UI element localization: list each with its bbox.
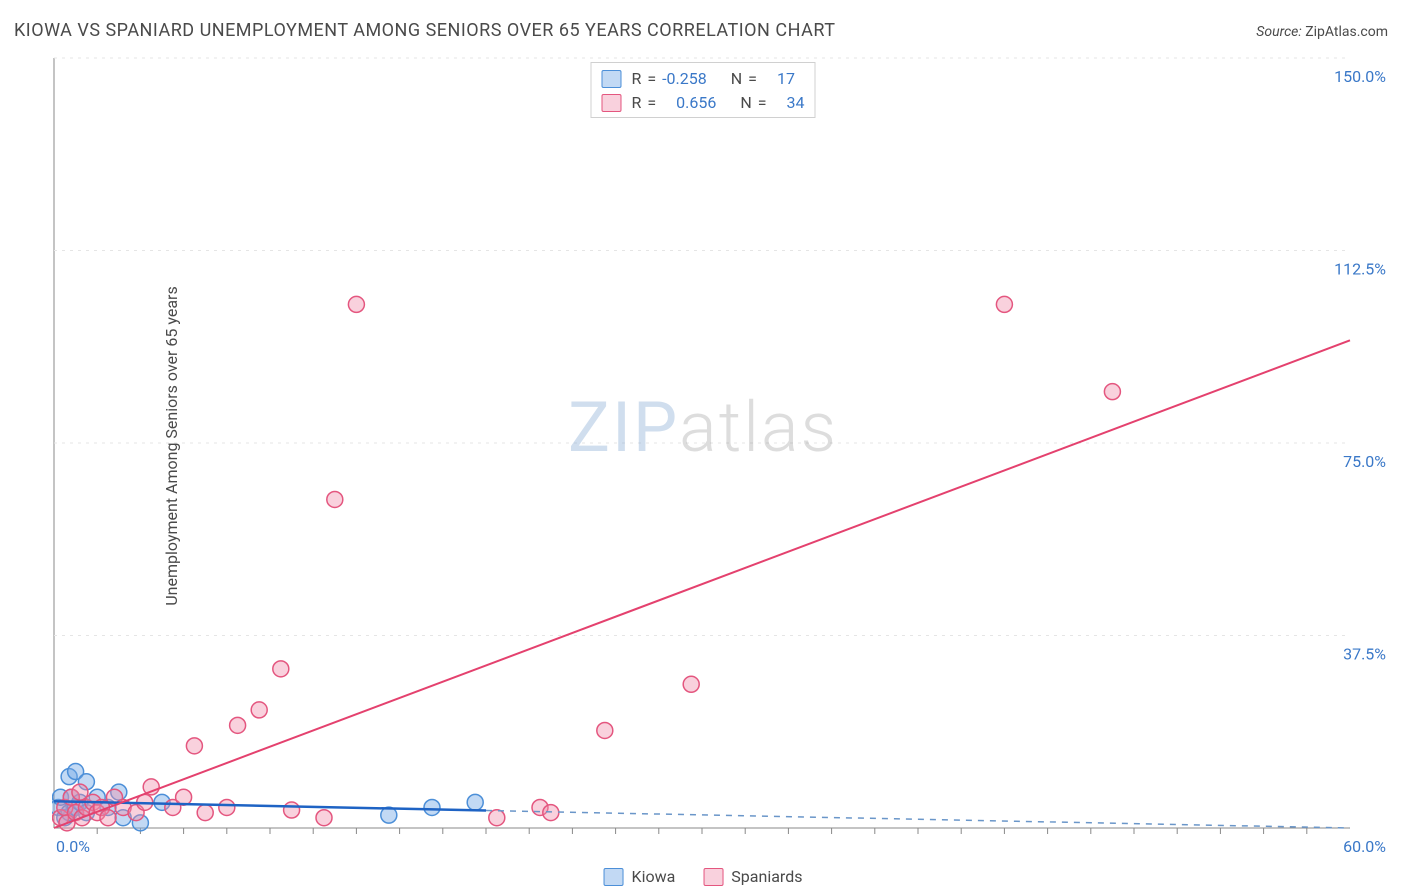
- svg-text:60.0%: 60.0%: [1343, 837, 1386, 856]
- svg-text:0.0%: 0.0%: [56, 837, 90, 856]
- swatch-blue-icon: [604, 868, 624, 886]
- legend-label-kiowa: Kiowa: [632, 867, 676, 886]
- source-attribution: Source: ZipAtlas.com: [1256, 24, 1388, 40]
- series-legend: Kiowa Spaniards: [604, 867, 803, 886]
- chart-svg: 37.5% 75.0% 112.5% 150.0% 0.0% 60.0%: [52, 56, 1392, 856]
- swatch-pink-icon: [601, 94, 621, 112]
- swatch-pink-icon: [703, 868, 723, 886]
- source-value: ZipAtlas.com: [1305, 24, 1388, 40]
- n-value-spaniards: 34: [787, 91, 805, 115]
- n-value-kiowa: 17: [777, 67, 795, 91]
- n-label: N: [740, 91, 751, 115]
- equals-sign: =: [647, 67, 656, 91]
- svg-text:112.5%: 112.5%: [1334, 260, 1386, 279]
- chart-container: KIOWA VS SPANIARD UNEMPLOYMENT AMONG SEN…: [0, 0, 1406, 892]
- swatch-blue-icon: [601, 70, 621, 88]
- svg-text:75.0%: 75.0%: [1343, 452, 1386, 471]
- source-label: Source:: [1256, 24, 1301, 40]
- correlation-legend: R = -0.258 N = 17 R = 0.656 N = 34: [590, 62, 815, 118]
- legend-item-kiowa: Kiowa: [604, 867, 676, 886]
- equals-sign: =: [748, 67, 757, 91]
- legend-row-spaniards: R = 0.656 N = 34: [601, 91, 804, 115]
- equals-sign: =: [647, 91, 656, 115]
- legend-item-spaniards: Spaniards: [703, 867, 802, 886]
- r-label: R: [631, 91, 641, 115]
- chart-title: KIOWA VS SPANIARD UNEMPLOYMENT AMONG SEN…: [14, 20, 835, 41]
- r-value-kiowa: -0.258: [662, 67, 707, 91]
- equals-sign: =: [758, 91, 767, 115]
- legend-label-spaniards: Spaniards: [731, 867, 802, 886]
- svg-text:37.5%: 37.5%: [1343, 645, 1386, 664]
- r-value-spaniards: 0.656: [676, 91, 716, 115]
- r-label: R: [631, 67, 641, 91]
- plot-area: 37.5% 75.0% 112.5% 150.0% 0.0% 60.0%: [52, 56, 1392, 856]
- n-label: N: [731, 67, 742, 91]
- svg-text:150.0%: 150.0%: [1334, 67, 1386, 86]
- legend-row-kiowa: R = -0.258 N = 17: [601, 67, 804, 91]
